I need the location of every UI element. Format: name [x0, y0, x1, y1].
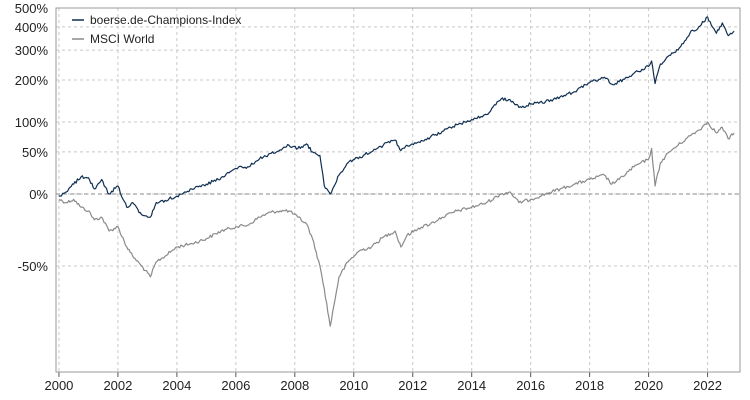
plot-frame: [55, 7, 741, 373]
y-tick-label: 300%: [15, 43, 49, 58]
x-tick-label: 2008: [280, 378, 309, 393]
x-tick-label: 2014: [457, 378, 486, 393]
x-tick-label: 2006: [221, 378, 250, 393]
y-tick-label: 50%: [22, 145, 48, 160]
series-line-boerse-de-champions-index: [58, 16, 735, 218]
y-tick-label: 500%: [15, 1, 49, 16]
x-tick-label: 2004: [162, 378, 191, 393]
x-tick-label: 2020: [634, 378, 663, 393]
legend-label-msci: MSCI World: [90, 32, 154, 46]
grid-lines: [56, 7, 740, 377]
series-layer: [58, 16, 735, 327]
x-tick-label: 2002: [103, 378, 132, 393]
y-tick-label: 100%: [15, 115, 49, 130]
x-tick-label: 2000: [44, 378, 73, 393]
x-tick-label: 2016: [516, 378, 545, 393]
x-tick-label: 2018: [575, 378, 604, 393]
series-line-msci-world: [58, 121, 735, 327]
legend: boerse.de-Champions-Index MSCI World: [72, 13, 241, 46]
y-tick-label: 400%: [15, 20, 49, 35]
y-tick-label: 200%: [15, 73, 49, 88]
legend-label-champions: boerse.de-Champions-Index: [90, 13, 241, 27]
x-tick-label: 2010: [339, 378, 368, 393]
x-tick-label: 2012: [398, 378, 427, 393]
y-tick-label: 0%: [29, 187, 48, 202]
x-axis-tick-labels: 2000 2002 2004 2006 2008 2010 2012 2014 2016 2018…: [44, 378, 722, 393]
x-tick-label: 2022: [693, 378, 722, 393]
y-tick-label: -50%: [18, 259, 49, 274]
y-axis-tick-labels: -50% 0% 50% 100% 200% 300% 400% 500%: [15, 1, 49, 274]
